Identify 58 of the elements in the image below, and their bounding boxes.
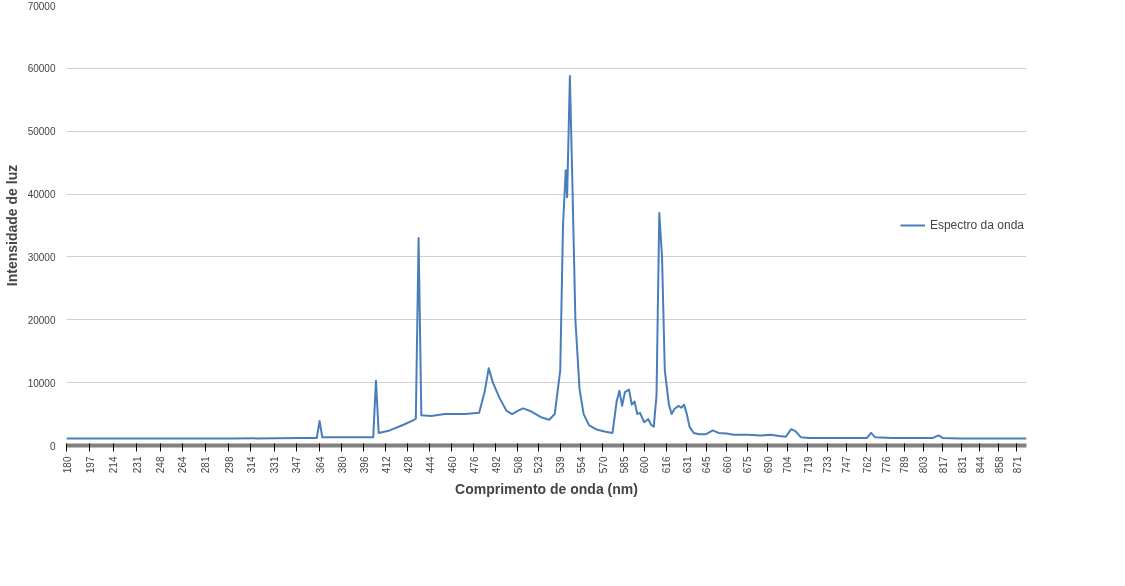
x-tick-label: 645	[701, 456, 713, 474]
line-series	[66, 74, 1027, 440]
x-tick-label: 444	[424, 456, 436, 474]
x-tick-label: 803	[918, 456, 930, 474]
x-tick-label: 762	[861, 456, 873, 474]
x-tick-label: 789	[899, 456, 911, 474]
x-tick-label: 476	[468, 456, 480, 474]
x-tick-label: 492	[490, 456, 502, 474]
x-tick-label: 871	[1011, 456, 1023, 474]
x-tick-label: 508	[512, 456, 524, 474]
x-tick-label: 364	[314, 456, 326, 474]
x-tick-label: 733	[822, 456, 834, 474]
x-tick-label: 585	[618, 456, 630, 474]
x-tick-label: 396	[358, 456, 370, 474]
x-tick-label: 858	[993, 456, 1005, 474]
x-tick-label: 631	[681, 456, 693, 474]
x-tick-label: 281	[200, 456, 212, 474]
x-tick-label: 380	[336, 456, 348, 474]
x-tick-label: 600	[639, 456, 651, 474]
x-tick-label: 331	[269, 456, 281, 474]
x-tick-label: 523	[533, 456, 545, 474]
x-tick-label: 616	[661, 456, 673, 474]
y-tick-label: 60000	[27, 63, 56, 75]
y-tick-label: 30000	[27, 251, 56, 263]
y-axis-title: Intensidade de luz	[3, 164, 20, 287]
x-tick-label: 704	[782, 456, 794, 474]
x-tick-label: 539	[555, 456, 567, 474]
x-tick-label: 747	[841, 456, 853, 474]
y-tick-label: 0	[49, 440, 56, 452]
x-tick-label: 231	[131, 456, 143, 474]
x-tick-label: 831	[956, 456, 968, 474]
x-tick-label: 570	[597, 456, 609, 474]
x-tick-label: 248	[155, 456, 167, 474]
x-tick-label: 197	[84, 456, 96, 474]
x-tick-label: 675	[742, 456, 754, 474]
x-tick-label: 776	[881, 456, 893, 474]
x-tick-label: 690	[762, 456, 774, 474]
x-tick-label: 554	[575, 456, 587, 474]
y-tick-label: 10000	[27, 377, 56, 389]
x-tick-label: 428	[402, 456, 414, 474]
legend-label: Espectro da onda	[929, 218, 1024, 232]
x-tick-label: 660	[721, 456, 733, 474]
x-tick-label: 180	[61, 456, 73, 474]
x-tick-label: 264	[177, 456, 189, 474]
x-tick-label: 844	[974, 456, 986, 474]
x-tick-label: 460	[446, 456, 458, 474]
y-tick-label: 70000	[27, 0, 56, 12]
y-tick-label: 50000	[27, 126, 56, 138]
x-tick-label: 214	[108, 456, 120, 474]
x-tick-label: 719	[802, 456, 814, 474]
y-tick-label: 40000	[27, 189, 56, 201]
y-tick-label: 20000	[27, 314, 56, 326]
x-tick-label: 298	[223, 456, 235, 474]
x-axis-title: Comprimento de onda (nm)	[455, 481, 638, 498]
x-tick-label: 347	[291, 456, 303, 474]
x-tick-label: 817	[937, 456, 949, 474]
x-tick-label: 412	[380, 456, 392, 474]
x-tick-label: 314	[245, 456, 257, 474]
